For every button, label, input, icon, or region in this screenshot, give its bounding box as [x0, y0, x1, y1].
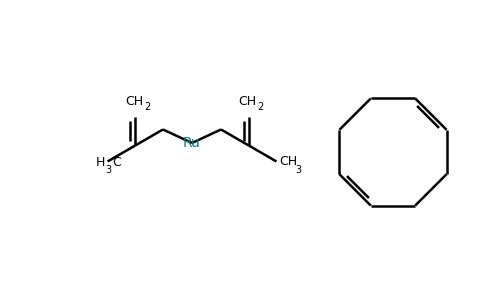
Text: CH: CH [279, 155, 298, 168]
Text: 2: 2 [257, 102, 264, 112]
Text: 3: 3 [106, 166, 112, 176]
Text: CH: CH [239, 95, 257, 108]
Text: H: H [96, 156, 106, 169]
Text: 3: 3 [295, 166, 302, 176]
Text: CH: CH [125, 95, 143, 108]
Text: Ru: Ru [183, 136, 201, 150]
Text: 2: 2 [144, 102, 151, 112]
Text: C: C [113, 156, 121, 169]
